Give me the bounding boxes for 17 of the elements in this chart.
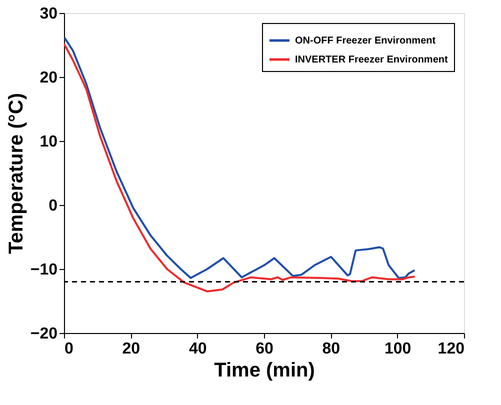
x-tick-label: 40: [188, 340, 207, 358]
legend-label: INVERTER Freezer Environment: [295, 54, 448, 66]
y-tick-label: −10: [30, 262, 58, 278]
x-tick-label: 80: [322, 340, 340, 358]
x-axis-title: Time (min): [214, 360, 315, 382]
y-tick-label: 30: [40, 6, 58, 22]
x-tick-label: 0: [64, 340, 74, 358]
x-tick-label: 100: [384, 340, 412, 358]
y-axis-title: Temperature (°C): [5, 93, 28, 254]
x-tick-label: 120: [438, 340, 465, 358]
x-tick-label: 20: [122, 340, 140, 358]
x-tick-label: 60: [256, 340, 274, 358]
legend-label: ON-OFF Freezer Environment: [295, 36, 436, 46]
y-tick-label: 0: [48, 198, 58, 214]
y-tick-label: 10: [40, 134, 58, 150]
y-tick-label: 20: [40, 70, 58, 86]
y-tick-label: −20: [30, 326, 58, 342]
